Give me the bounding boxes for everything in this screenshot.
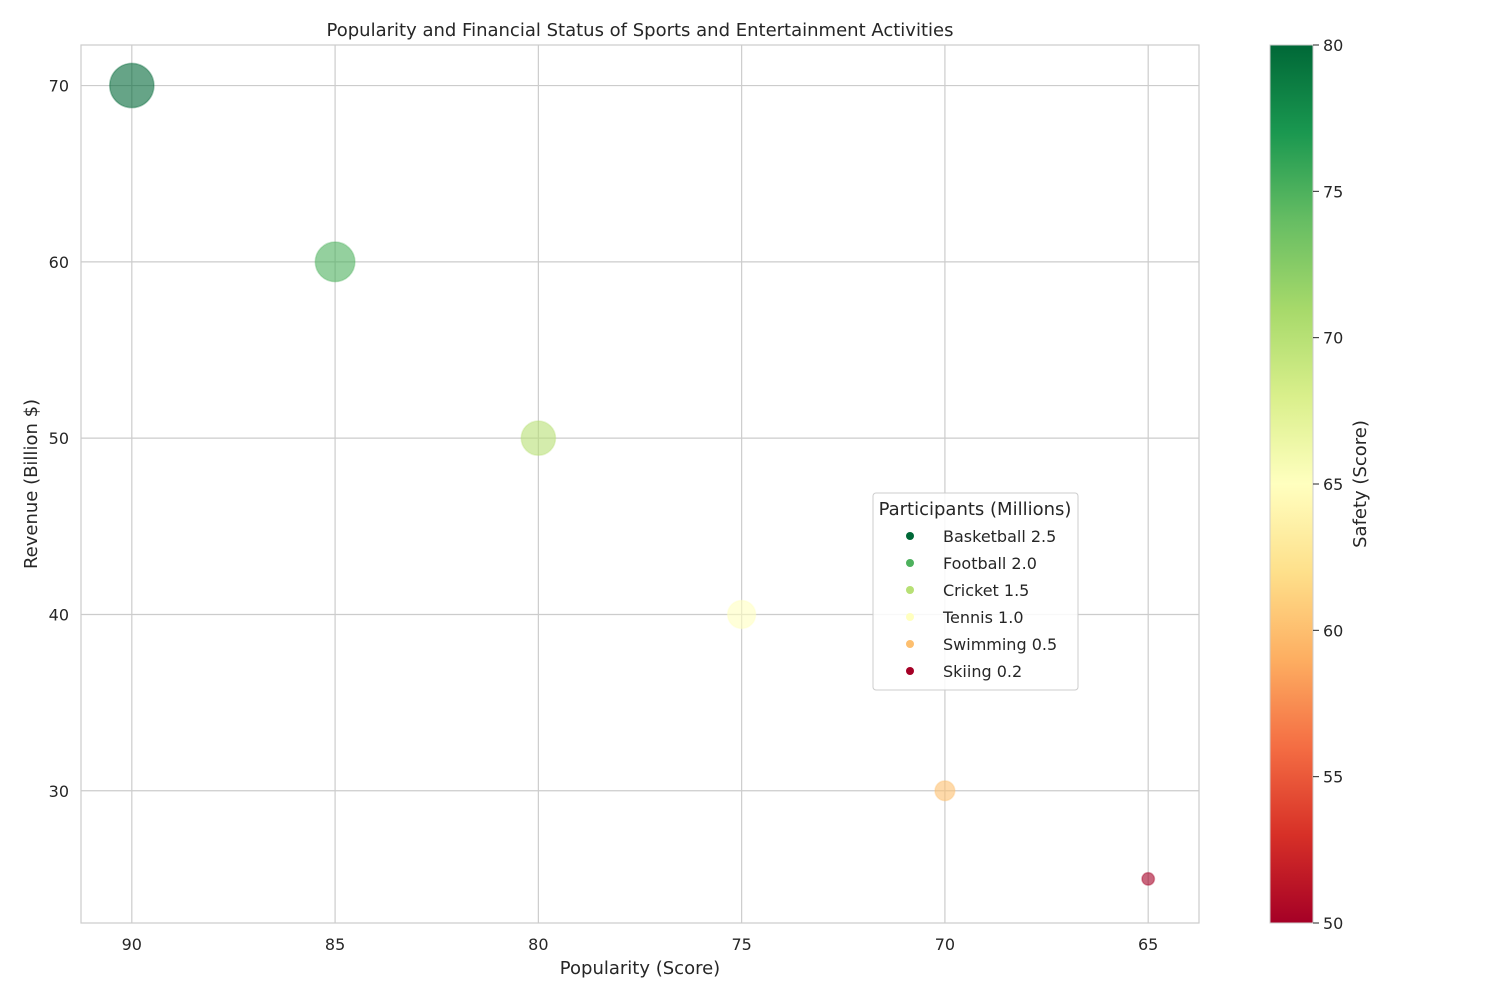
colorbar-tick-label: 60: [1323, 621, 1343, 640]
x-tick-label: 70: [935, 935, 955, 954]
plot-frame: [80, 44, 1200, 924]
colorbar-tick-label: 70: [1323, 329, 1343, 348]
point-basketball: [108, 62, 155, 109]
point-swimming: [934, 780, 956, 802]
legend-marker: [906, 532, 914, 540]
legend-label: Tennis 1.0: [942, 608, 1024, 627]
y-tick-label: 70: [49, 77, 69, 96]
legend-label: Cricket 1.5: [943, 581, 1029, 600]
y-tick-label: 60: [49, 253, 69, 272]
legend: Participants (Millions) Basketball 2.5 Fo…: [872, 492, 1079, 691]
legend-marker: [906, 586, 914, 594]
x-tick-label: 80: [528, 935, 548, 954]
legend-items: Basketball 2.5 Football 2.0 Cricket 1.5 Ten…: [906, 527, 1057, 681]
colorbar-ticks: 50 55 60 65 70 75 80: [1313, 36, 1343, 933]
colorbar-gradient: [1269, 44, 1314, 924]
colorbar-tick-label: 80: [1323, 36, 1343, 55]
x-tick-label: 85: [325, 935, 345, 954]
legend-box: [872, 492, 1079, 691]
legend-marker: [906, 613, 914, 621]
legend-marker: [906, 559, 914, 567]
colorbar-tick-label: 50: [1323, 914, 1343, 933]
legend-label: Basketball 2.5: [943, 527, 1056, 546]
point-cricket: [520, 420, 557, 457]
ticks-layer: 90 85 80 75 70 65 30 40 50 60 70: [49, 77, 1159, 954]
point-skiing: [1141, 871, 1156, 886]
point-tennis: [726, 599, 757, 630]
x-tick-label: 75: [731, 935, 751, 954]
grid-layer: [81, 45, 1199, 923]
legend-label: Skiing 0.2: [943, 662, 1022, 681]
x-tick-label: 90: [122, 935, 142, 954]
x-tick-label: 65: [1138, 935, 1158, 954]
y-tick-label: 50: [49, 429, 69, 448]
legend-marker: [906, 667, 914, 675]
legend-label: Swimming 0.5: [943, 635, 1057, 654]
colorbar-tick-label: 65: [1323, 475, 1343, 494]
colorbar-label: Safety (Score): [1350, 420, 1371, 548]
legend-label: Football 2.0: [943, 554, 1037, 573]
plot-area: [81, 45, 1199, 923]
legend-title: Participants (Millions): [879, 499, 1072, 520]
y-tick-label: 40: [49, 605, 69, 624]
colorbar-tick-label: 75: [1323, 182, 1343, 201]
point-football: [314, 241, 356, 283]
colorbar: 50 55 60 65 70 75 80 Safety (Score): [1269, 36, 1371, 933]
points-layer: [108, 62, 1156, 886]
x-axis-label: Popularity (Score): [560, 958, 720, 979]
y-axis-label: Revenue (Billion $): [21, 399, 42, 569]
colorbar-tick-label: 55: [1323, 768, 1343, 787]
y-tick-label: 30: [49, 782, 69, 801]
chart-title: Popularity and Financial Status of Sport…: [327, 20, 954, 41]
legend-marker: [906, 640, 914, 648]
